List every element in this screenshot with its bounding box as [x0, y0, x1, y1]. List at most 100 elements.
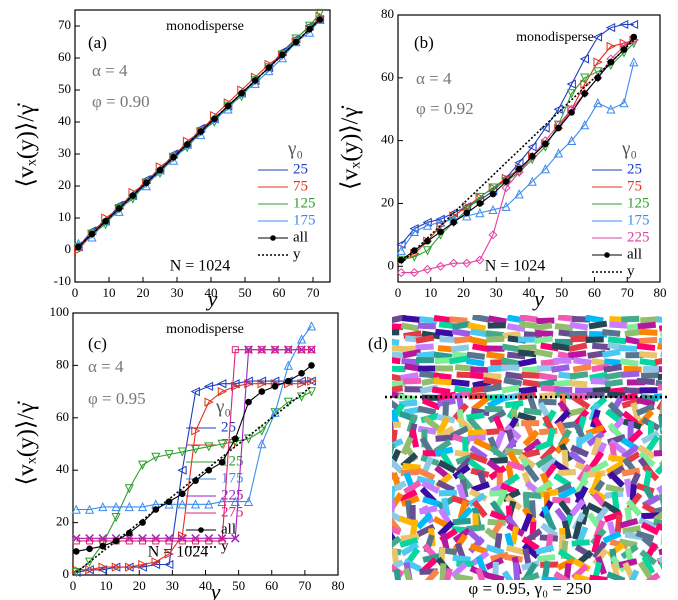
data-point [190, 499, 201, 509]
particle [435, 365, 454, 372]
particle [402, 567, 414, 580]
particle [561, 449, 569, 468]
particle [503, 377, 523, 387]
series-line [400, 39, 635, 264]
data-point [258, 388, 266, 395]
particle [536, 364, 555, 372]
particle [588, 320, 608, 330]
particle [534, 479, 554, 495]
data-point [296, 376, 306, 386]
particle [554, 323, 574, 331]
data-point [86, 545, 93, 553]
particle [644, 434, 661, 454]
data-point [257, 426, 267, 436]
data-point [250, 78, 260, 88]
particle [403, 558, 422, 573]
particle [416, 523, 436, 538]
data-point [164, 450, 174, 460]
data-point [409, 226, 419, 237]
y-axis-title: ⟨vₓ(y)⟩/γ̇ [338, 105, 364, 190]
data-point [527, 176, 537, 186]
data-point [137, 460, 148, 470]
particle [501, 364, 520, 371]
y-axis-title: ⟨vₓ(y)⟩/γ̇ [14, 103, 40, 188]
data-point [124, 501, 134, 512]
y-tick-label: 100 [50, 304, 70, 319]
annotation: φ = 0.90 [92, 92, 150, 111]
particle [523, 438, 542, 454]
data-point [437, 228, 444, 236]
legend-label: all [293, 229, 308, 245]
particle [533, 322, 553, 332]
data-point [462, 205, 472, 215]
data-point [594, 74, 602, 82]
particle [392, 485, 396, 505]
annotation: N = 1024 [148, 544, 209, 561]
particle [467, 434, 486, 442]
data-point [304, 27, 315, 37]
particle [621, 467, 641, 477]
particle [392, 456, 404, 474]
data-point [190, 386, 200, 397]
legend-title: γ₀ [287, 138, 303, 159]
data-point [528, 153, 536, 160]
data-point [502, 178, 510, 185]
particle [636, 343, 656, 351]
x-tick-label: 0 [70, 578, 77, 593]
particle [659, 435, 662, 454]
particle [551, 364, 570, 373]
data-point [87, 232, 97, 242]
particle [638, 351, 658, 359]
data-point [298, 369, 305, 377]
particle [403, 479, 422, 495]
particle [539, 391, 558, 400]
particle [589, 574, 608, 580]
particle [403, 406, 423, 416]
particle [468, 452, 488, 465]
x-tick-label: 30 [171, 285, 184, 300]
data-point [628, 19, 639, 30]
data-point [606, 41, 616, 52]
particle [521, 420, 540, 427]
particle [526, 393, 538, 413]
particle [604, 371, 623, 381]
data-point [307, 376, 317, 386]
particle [456, 483, 468, 503]
particle [422, 552, 442, 563]
data-point [436, 261, 446, 271]
data-point [580, 73, 590, 83]
legend-label: 25 [293, 161, 308, 177]
data-point [191, 426, 201, 436]
particle [418, 365, 437, 372]
legend-label: 25 [627, 161, 642, 177]
particle [409, 519, 419, 539]
particle [470, 328, 489, 338]
data-point [111, 501, 121, 512]
particle [455, 415, 474, 433]
particle [486, 345, 505, 352]
data-point [553, 104, 563, 114]
y-tick-label: 40 [56, 461, 69, 476]
particle [609, 321, 628, 329]
particle [437, 391, 457, 401]
particle [624, 387, 643, 394]
data-point [422, 246, 433, 256]
data-point [489, 190, 497, 198]
data-point [203, 381, 214, 391]
data-point [475, 192, 485, 202]
particle [483, 383, 503, 393]
particle [535, 453, 554, 469]
particle [501, 343, 521, 353]
particle [421, 397, 441, 411]
data-point [271, 383, 279, 390]
particle [469, 445, 488, 461]
y-tick-label: -10 [54, 273, 71, 288]
particle [602, 530, 622, 544]
data-point [271, 346, 279, 354]
particle [573, 357, 592, 366]
particle [392, 356, 401, 365]
particle-snapshot [392, 315, 662, 580]
legend-marker [604, 252, 610, 258]
annotation: monodisperse [516, 30, 594, 45]
data-point [515, 165, 523, 173]
